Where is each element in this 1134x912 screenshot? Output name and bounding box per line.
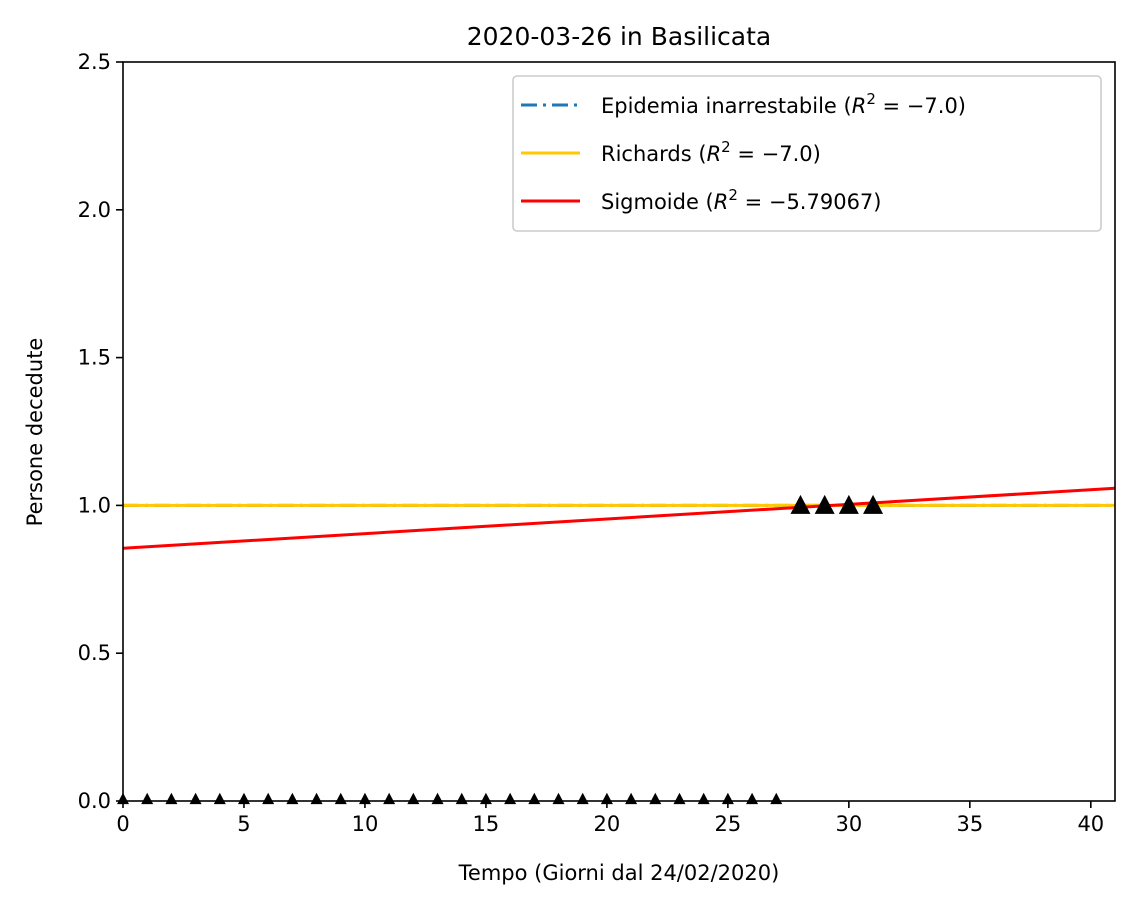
x-tick-label: 10 (352, 812, 379, 836)
x-axis: 0 5 10 15 20 25 30 35 40 (116, 801, 1104, 836)
plot-frame (122, 61, 1116, 802)
x-tick-label: 5 (237, 812, 250, 836)
x-tick-label: 35 (956, 812, 983, 836)
x-tick-label: 25 (715, 812, 742, 836)
y-tick-label: 1.0 (78, 493, 111, 517)
series-lines (123, 486, 1115, 550)
plot-area (117, 61, 1116, 805)
series-line-sigmoide (123, 486, 1115, 550)
x-tick-label: 20 (594, 812, 621, 836)
data-point (838, 494, 859, 514)
x-tick-label: 30 (835, 812, 862, 836)
x-tick-label: 40 (1077, 812, 1104, 836)
y-axis-title: Persone decedute (23, 338, 47, 527)
y-tick-label: 0.5 (78, 641, 111, 665)
legend-label: Sigmoide (R2 = −5.79067) (601, 186, 881, 214)
chart-title: 2020-03-26 in Basilicata (467, 22, 772, 51)
legend-label: Richards (R2 = −7.0) (601, 138, 821, 166)
data-point (814, 494, 835, 514)
y-tick-label: 0.0 (78, 789, 111, 813)
data-point (790, 494, 811, 514)
legend-label: Epidemia inarrestabile (R2 = −7.0) (601, 90, 966, 118)
x-tick-label: 0 (116, 812, 129, 836)
y-tick-label: 2.5 (78, 50, 111, 74)
y-tick-label: 1.5 (78, 346, 111, 370)
x-tick-label: 15 (473, 812, 500, 836)
legend-box (512, 75, 1102, 232)
y-tick-label: 2.0 (78, 198, 111, 222)
data-point (863, 494, 884, 514)
legend: Epidemia inarrestabile (R2 = −7.0) Richar… (512, 75, 1102, 232)
y-axis: 0.0 0.5 1.0 1.5 2.0 2.5 (78, 50, 123, 813)
x-axis-title: Tempo (Giorni dal 24/02/2020) (458, 861, 780, 885)
